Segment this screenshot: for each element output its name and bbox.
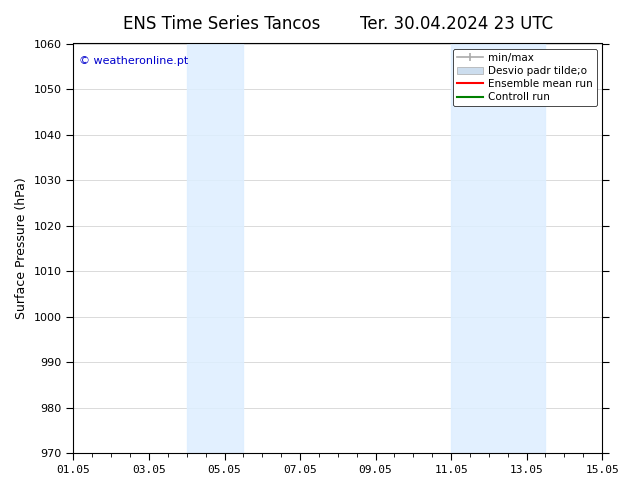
Text: © weatheronline.pt: © weatheronline.pt [79, 56, 188, 66]
Text: Ter. 30.04.2024 23 UTC: Ter. 30.04.2024 23 UTC [360, 15, 553, 33]
Bar [451, 44, 545, 453]
Text: ENS Time Series Tancos: ENS Time Series Tancos [123, 15, 321, 33]
Y-axis label: Surface Pressure (hPa): Surface Pressure (hPa) [15, 177, 28, 319]
Legend: min/max, Desvio padr tilde;o, Ensemble mean run, Controll run: min/max, Desvio padr tilde;o, Ensemble m… [453, 49, 597, 106]
Bar [187, 44, 243, 453]
